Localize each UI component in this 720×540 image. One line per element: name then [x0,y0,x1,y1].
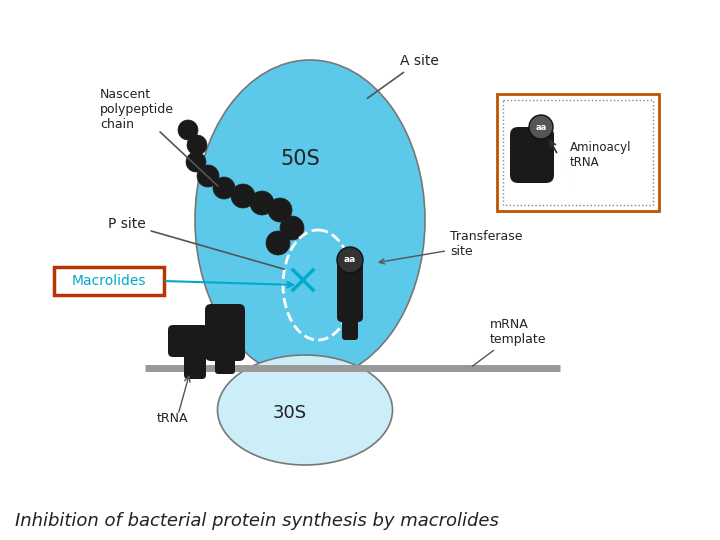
Circle shape [187,135,207,155]
Text: A site: A site [367,54,439,98]
FancyBboxPatch shape [337,257,363,322]
Text: aa: aa [536,123,546,132]
FancyBboxPatch shape [205,304,245,361]
Text: Macrolides: Macrolides [72,274,146,288]
Text: 30S: 30S [273,404,307,422]
FancyBboxPatch shape [510,127,554,183]
Circle shape [268,198,292,222]
Circle shape [186,152,206,172]
Circle shape [529,115,553,139]
Ellipse shape [217,355,392,465]
Circle shape [250,191,274,215]
Text: aa: aa [344,255,356,265]
Text: Nascent
polypeptide
chain: Nascent polypeptide chain [100,88,174,131]
Circle shape [266,231,290,255]
Text: 50S: 50S [280,149,320,169]
FancyBboxPatch shape [168,325,208,357]
Text: Inhibition of bacterial protein synthesis by macrolides: Inhibition of bacterial protein synthesi… [15,512,499,530]
FancyBboxPatch shape [497,94,659,211]
Circle shape [280,216,304,240]
Circle shape [231,184,255,208]
Ellipse shape [195,60,425,380]
Circle shape [178,120,198,140]
FancyBboxPatch shape [215,350,235,374]
Text: mRNA
template: mRNA template [472,318,546,366]
Circle shape [213,177,235,199]
Text: tRNA: tRNA [157,412,189,425]
FancyBboxPatch shape [342,312,358,340]
Text: Aminoacyl
tRNA: Aminoacyl tRNA [570,141,631,169]
Text: Transferase
site: Transferase site [379,230,523,264]
Circle shape [197,165,219,187]
FancyBboxPatch shape [54,267,164,295]
Circle shape [337,247,363,273]
Text: P site: P site [108,217,284,269]
FancyBboxPatch shape [184,346,206,379]
